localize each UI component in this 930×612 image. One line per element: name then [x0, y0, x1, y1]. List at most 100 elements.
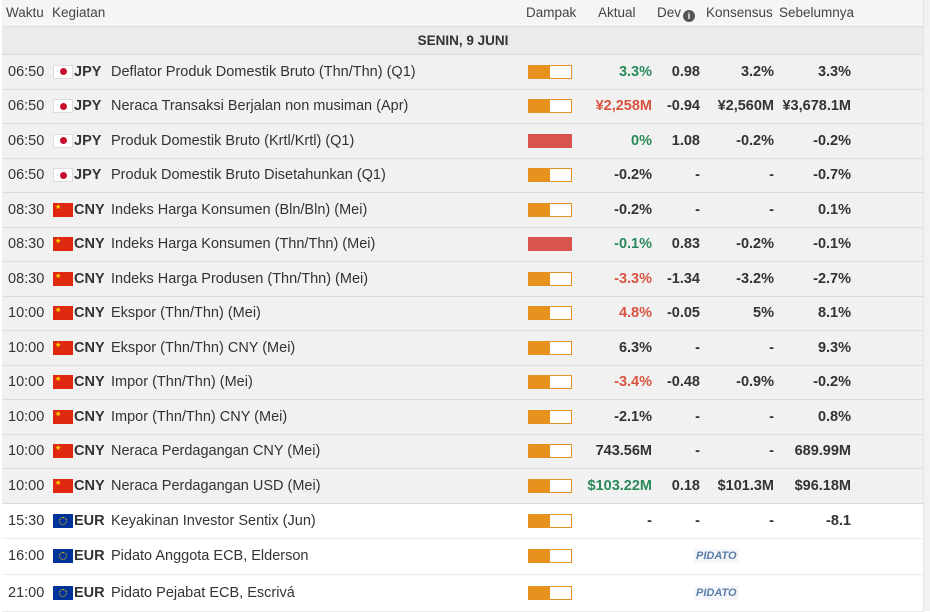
event-currency: CNY: [74, 305, 105, 322]
impact-bar: [528, 585, 572, 600]
flag-emblem: ★: [55, 341, 62, 349]
table-row[interactable]: 06:50 JPY Deflator Produk Domestik Bruto (…: [2, 55, 924, 90]
event-name[interactable]: Ekspor (Thn/Thn) CNY (Mei): [111, 339, 296, 356]
event-actual: ¥2,258M: [595, 98, 652, 115]
impact-fill: [529, 238, 571, 251]
table-row[interactable]: 10:00 ★ CNY Ekspor (Thn/Thn) (Mei) 4.8% -0.05…: [2, 296, 924, 331]
flag-jp-icon: [53, 64, 73, 79]
event-name[interactable]: Indeks Harga Produsen (Thn/Thn) (Mei): [111, 270, 369, 287]
impact-fill: [529, 341, 550, 354]
event-time: 06:50: [8, 132, 45, 149]
event-actual: -3.4%: [614, 374, 652, 391]
table-row[interactable]: 06:50 JPY Produk Domestik Bruto (Krtl/Krtl…: [2, 124, 924, 159]
event-name[interactable]: Neraca Perdagangan USD (Mei): [111, 477, 321, 494]
event-currency: JPY: [74, 98, 102, 115]
event-name[interactable]: Produk Domestik Bruto Disetahunkan (Q1): [111, 167, 386, 184]
event-deviation: -: [695, 201, 700, 218]
event-currency: CNY: [74, 408, 105, 425]
table-row[interactable]: 10:00 ★ CNY Impor (Thn/Thn) (Mei) -3.4% -0.48…: [2, 365, 924, 400]
impact-fill: [529, 65, 550, 78]
event-actual: -2.1%: [614, 408, 652, 425]
flag-emblem: [59, 68, 67, 76]
event-name[interactable]: Pidato Anggota ECB, Elderson: [111, 548, 309, 564]
event-name[interactable]: Keyakinan Investor Sentix (Jun): [111, 512, 316, 529]
info-icon[interactable]: i: [683, 10, 696, 22]
table-row[interactable]: 10:00 ★ CNY Impor (Thn/Thn) CNY (Mei) -2.1% -…: [2, 400, 924, 435]
event-time: 10:00: [8, 305, 45, 322]
event-name[interactable]: Impor (Thn/Thn) (Mei): [111, 374, 253, 391]
flag-emblem: [59, 516, 67, 525]
event-actual: -0.1%: [614, 236, 652, 253]
table-row[interactable]: 15:30 EUR Keyakinan Investor Sentix (Jun) -…: [2, 503, 924, 539]
table-row[interactable]: 16:00 EUR Pidato Anggota ECB, Elderson PIDA…: [2, 538, 924, 575]
event-deviation: -0.48: [666, 374, 700, 391]
event-time: 10:00: [8, 443, 45, 460]
table-row[interactable]: 08:30 ★ CNY Indeks Harga Produsen (Thn/Thn)…: [2, 262, 924, 297]
impact-bar: [528, 202, 572, 217]
flag-cn-icon: ★: [53, 306, 73, 321]
event-time: 08:30: [8, 236, 45, 253]
event-actual: 743.56M: [595, 443, 652, 460]
header-previous[interactable]: Sebelumnya: [779, 5, 855, 20]
flag-jp-icon: [53, 133, 73, 148]
impact-bar: [528, 271, 572, 286]
event-name[interactable]: Indeks Harga Konsumen (Bln/Bln) (Mei): [111, 201, 368, 218]
table-row[interactable]: 06:50 JPY Neraca Transaksi Berjalan non mu…: [2, 89, 924, 124]
event-name[interactable]: Impor (Thn/Thn) CNY (Mei): [111, 408, 288, 425]
event-previous: 0.1%: [817, 201, 851, 218]
header-actual[interactable]: Aktual: [598, 5, 636, 20]
event-consensus: 5%: [753, 305, 774, 322]
impact-bar: [528, 375, 572, 390]
flag-emblem: ★: [55, 238, 62, 246]
flag-emblem: ★: [55, 479, 62, 487]
impact-fill: [529, 376, 550, 389]
table-row[interactable]: 10:00 ★ CNY Neraca Perdagangan USD (Mei) $10…: [2, 469, 924, 504]
event-actual: -: [647, 512, 652, 529]
event-previous: -0.2%: [813, 374, 851, 391]
event-name[interactable]: Ekspor (Thn/Thn) (Mei): [111, 305, 261, 322]
impact-bar: [528, 549, 572, 563]
header-time[interactable]: Waktu: [6, 5, 44, 20]
event-name[interactable]: Pidato Pejabat ECB, Escrivá: [111, 584, 295, 601]
table-row[interactable]: 10:00 ★ CNY Neraca Perdagangan CNY (Mei) 743…: [2, 434, 924, 469]
event-consensus: -0.2%: [736, 236, 774, 253]
flag-emblem: ★: [55, 307, 62, 315]
impact-fill: [529, 410, 550, 423]
event-time: 10:00: [8, 408, 45, 425]
impact-bar: [528, 478, 572, 493]
flag-emblem: ★: [55, 445, 62, 453]
flag-cn-icon: ★: [53, 202, 73, 217]
table-row[interactable]: 06:50 JPY Produk Domestik Bruto Disetahunk…: [2, 158, 924, 193]
event-deviation: -1.34: [666, 270, 700, 287]
impact-fill: [529, 307, 550, 320]
table-row[interactable]: 21:00 EUR Pidato Pejabat ECB, Escrivá PIDAT…: [2, 574, 924, 612]
event-deviation: 1.08: [671, 132, 700, 149]
table-row[interactable]: 10:00 ★ CNY Ekspor (Thn/Thn) CNY (Mei) 6.3% -…: [2, 331, 924, 366]
impact-bar: [528, 409, 572, 424]
event-previous: 3.3%: [817, 63, 851, 80]
event-deviation: -: [695, 339, 700, 356]
impact-bar: [528, 168, 572, 183]
event-deviation: -: [695, 408, 700, 425]
event-name[interactable]: Deflator Produk Domestik Bruto (Thn/Thn)…: [111, 63, 416, 80]
header-impact[interactable]: Dampak: [526, 5, 577, 20]
event-consensus: -0.2%: [736, 132, 774, 149]
event-currency: CNY: [74, 339, 105, 356]
header-dev-label: Dev: [657, 5, 682, 20]
table-row[interactable]: 08:30 ★ CNY Indeks Harga Konsumen (Thn/Thn)…: [2, 227, 924, 262]
event-name[interactable]: Neraca Transaksi Berjalan non musiman (A…: [111, 98, 409, 115]
event-name[interactable]: Neraca Perdagangan CNY (Mei): [111, 443, 321, 460]
header-dev[interactable]: Dev i: [657, 5, 696, 22]
event-currency: CNY: [74, 443, 105, 460]
impact-fill: [529, 550, 550, 562]
event-previous: $96.18M: [794, 477, 851, 494]
header-activity[interactable]: Kegiatan: [52, 5, 106, 20]
header-consensus[interactable]: Konsensus: [706, 5, 773, 20]
event-name[interactable]: Produk Domestik Bruto (Krtl/Krtl) (Q1): [111, 132, 355, 149]
scrollbar-track[interactable]: [923, 0, 930, 611]
event-currency: CNY: [74, 236, 105, 253]
table-row[interactable]: 08:30 ★ CNY Indeks Harga Konsumen (Bln/Bln)…: [2, 193, 924, 228]
event-name[interactable]: Indeks Harga Konsumen (Thn/Thn) (Mei): [111, 236, 376, 253]
impact-fill: [529, 586, 550, 599]
